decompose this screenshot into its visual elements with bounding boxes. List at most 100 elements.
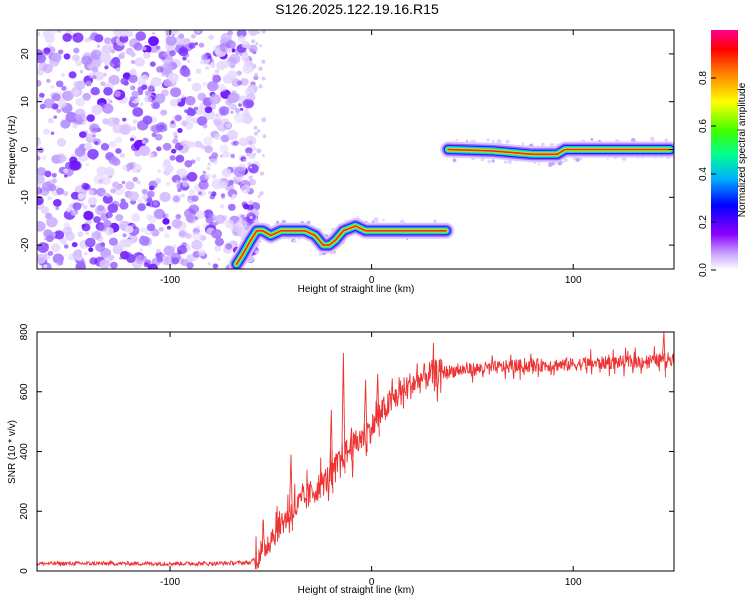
noise-speckle [151,31,156,35]
noise-speckle [212,263,219,269]
noise-speckle [172,138,179,144]
ridge-speckle [455,139,458,142]
noise-speckle [156,256,163,263]
noise-speckle [207,262,211,266]
noise-speckle [37,96,44,103]
noise-speckle [102,194,113,204]
noise-speckle [81,55,92,66]
noise-speckle [191,195,199,202]
noise-speckle [251,39,256,44]
noise-speckle [75,60,82,67]
noise-speckle [214,133,222,141]
noise-speckle [203,136,213,146]
noise-speckle [53,115,57,119]
noise-speckle [87,196,97,206]
noise-speckle [169,50,176,57]
noise-speckle [208,191,213,195]
noise-speckle [120,123,132,134]
spectrogram-x-label: Height of straight line (km) [298,284,415,295]
ridge-speckle [491,139,495,143]
noise-speckle [259,191,264,196]
noise-speckle [140,227,145,232]
noise-speckle [228,92,240,103]
noise-speckle [95,205,107,216]
noise-speckle [253,153,257,156]
noise-speckle [153,93,166,104]
noise-speckle [162,218,170,225]
noise-speckle [81,182,90,190]
noise-speckle [120,51,126,56]
ridge-speckle [382,218,385,222]
noise-speckle [129,96,135,102]
ridge-speckle [572,156,577,161]
noise-speckle [147,263,159,269]
noise-speckle [87,148,99,160]
noise-speckle [214,245,222,252]
noise-speckle [82,92,91,101]
noise-speckle [245,135,257,146]
noise-speckle [209,194,216,200]
ridge-speckle [579,157,583,161]
noise-speckle [149,61,156,67]
noise-speckle [42,30,51,38]
noise-speckle [43,50,50,56]
x-tick-label: 0 [369,275,375,286]
noise-speckle [62,90,74,102]
noise-speckle [164,232,170,239]
noise-speckle [229,103,237,111]
noise-speckle [250,48,254,53]
noise-speckle [255,42,259,46]
noise-speckle [211,174,217,179]
noise-speckle [115,67,121,72]
noise-speckle [198,180,209,190]
noise-speckle [180,94,186,99]
snr-spike [661,332,666,378]
noise-speckle [125,181,135,190]
noise-speckle [91,104,103,115]
ridge-speckle [505,139,510,144]
noise-speckle [81,224,86,228]
noise-speckle [62,191,69,196]
noise-speckle [37,147,44,153]
noise-speckle [204,145,213,154]
noise-speckle [217,257,221,261]
noise-speckle [57,99,67,108]
noise-speckle [198,249,206,257]
noise-speckle [182,56,187,61]
noise-speckle [115,214,124,222]
x-tick-label: 0 [369,577,375,588]
snr-spike [349,427,354,467]
noise-speckle [181,69,191,78]
noise-speckle [130,60,136,64]
noise-speckle [53,199,62,207]
noise-speckle [170,120,175,125]
noise-speckle [37,156,41,161]
noise-speckle [173,131,178,137]
ridge-speckle [318,252,323,256]
noise-speckle [246,93,256,102]
chart-title: S126.2025.122.19.16.R15 [275,1,439,17]
noise-speckle [72,32,84,43]
noise-speckle [57,137,66,146]
noise-speckle [172,195,180,203]
noise-speckle [89,123,100,134]
noise-speckle [226,70,238,80]
ridge-speckle [465,139,469,142]
noise-speckles [37,30,267,269]
noise-speckle [251,64,257,69]
noise-speckle [249,166,253,169]
noise-speckle [245,147,253,155]
noise-speckle [156,146,162,152]
noise-speckle [156,122,168,133]
noise-speckle [211,152,219,159]
noise-speckle [195,68,202,74]
noise-speckle [173,135,178,139]
noise-speckle [72,250,82,259]
y-tick-label: 600 [19,383,30,400]
noise-speckle [142,46,147,51]
noise-speckle [104,65,109,70]
snr-spike [363,379,368,452]
ridge-speckle [406,238,409,241]
noise-speckle [238,137,249,147]
